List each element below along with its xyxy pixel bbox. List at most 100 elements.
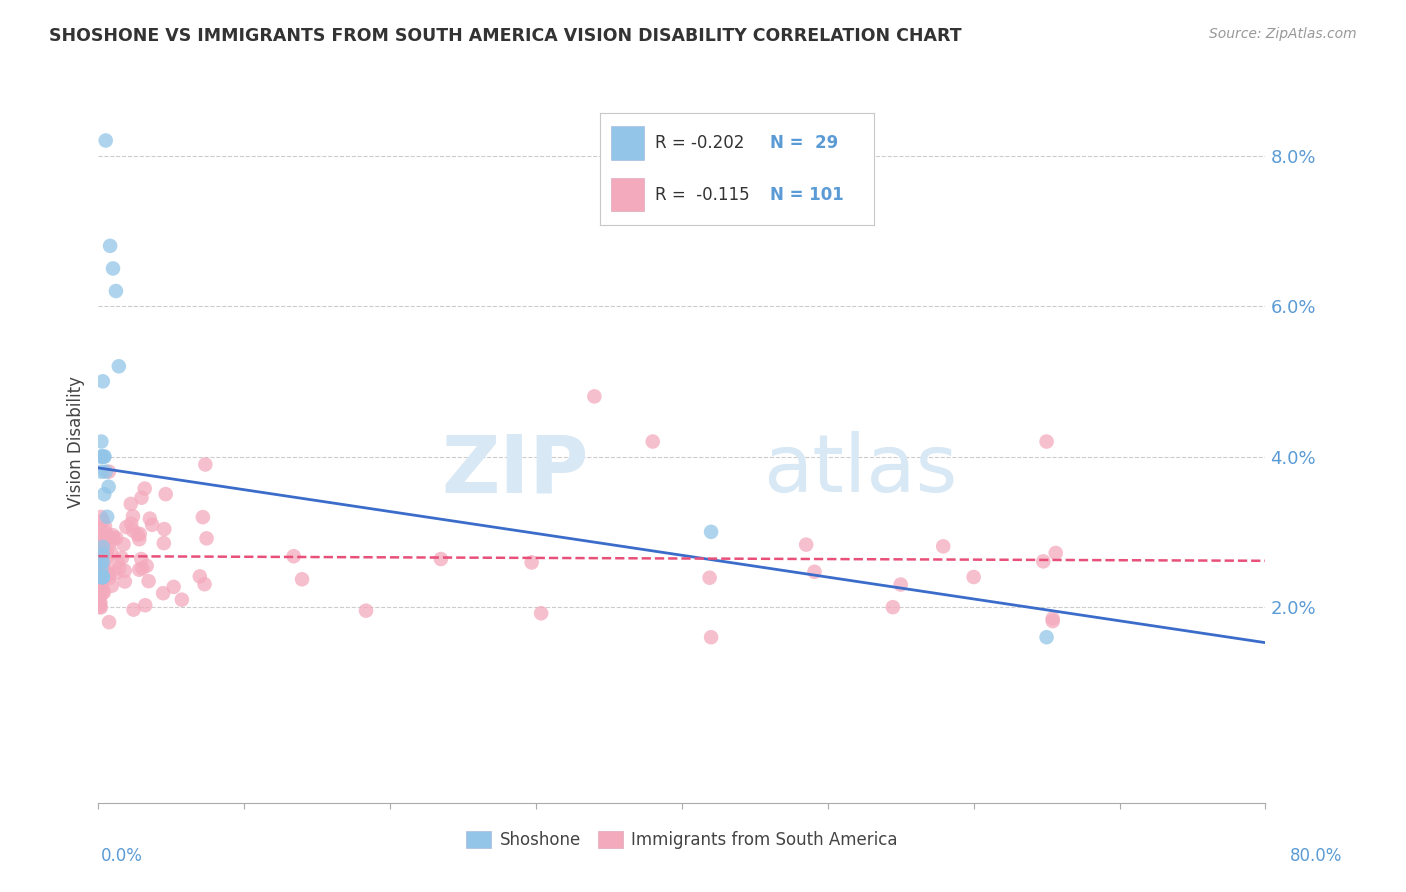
Point xyxy=(98,566,121,581)
Point xyxy=(291,572,314,586)
Point xyxy=(803,565,825,579)
Point xyxy=(152,586,174,600)
Point xyxy=(90,434,112,449)
Point xyxy=(91,570,114,584)
Point xyxy=(90,557,112,571)
Point xyxy=(89,599,111,614)
Text: 80.0%: 80.0% xyxy=(1291,847,1343,865)
Point xyxy=(96,549,118,564)
Point xyxy=(90,450,112,464)
Point xyxy=(94,533,117,547)
Point xyxy=(94,525,117,540)
Point xyxy=(128,533,150,547)
Point xyxy=(354,604,377,618)
Point xyxy=(1035,434,1057,449)
Point xyxy=(111,550,134,565)
Point xyxy=(193,577,215,591)
Point xyxy=(135,558,157,573)
Point xyxy=(90,465,112,479)
Y-axis label: Vision Disability: Vision Disability xyxy=(66,376,84,508)
Point xyxy=(93,585,115,599)
Point xyxy=(89,561,111,575)
Point xyxy=(101,261,124,276)
Point xyxy=(1042,611,1064,625)
Point xyxy=(430,552,453,566)
Point xyxy=(122,524,145,538)
Point xyxy=(97,465,120,479)
Point xyxy=(89,546,111,560)
Point xyxy=(93,450,115,464)
Point xyxy=(170,592,193,607)
Point xyxy=(1042,614,1064,628)
Point xyxy=(89,528,111,542)
Point xyxy=(89,540,111,554)
Point xyxy=(114,564,136,578)
Point xyxy=(153,536,176,550)
Point xyxy=(520,556,543,570)
Point xyxy=(98,615,121,630)
Text: Source: ZipAtlas.com: Source: ZipAtlas.com xyxy=(1209,27,1357,41)
Text: atlas: atlas xyxy=(763,432,957,509)
Point xyxy=(141,517,163,532)
Point xyxy=(90,547,112,561)
Point xyxy=(91,540,114,554)
Point xyxy=(127,528,149,542)
Point xyxy=(195,532,218,546)
Point xyxy=(90,574,112,588)
Point xyxy=(89,595,111,609)
Point xyxy=(90,570,112,584)
Point xyxy=(134,482,156,496)
Point xyxy=(188,569,211,583)
Point xyxy=(131,561,153,575)
Point xyxy=(122,509,145,524)
Point xyxy=(1035,630,1057,644)
Point xyxy=(283,549,305,564)
Point xyxy=(91,548,114,562)
Point xyxy=(91,570,114,584)
Point xyxy=(794,538,817,552)
Point xyxy=(583,389,606,403)
Point xyxy=(699,571,721,585)
Point xyxy=(530,607,553,621)
Point xyxy=(96,567,118,582)
Point xyxy=(98,571,121,585)
Point xyxy=(134,599,156,613)
Point xyxy=(122,602,145,616)
Point xyxy=(890,577,912,591)
Point xyxy=(700,630,723,644)
Point xyxy=(700,524,723,539)
Point xyxy=(96,545,118,559)
Point xyxy=(962,570,984,584)
Point xyxy=(101,528,124,542)
Point xyxy=(163,580,186,594)
Point xyxy=(93,558,115,572)
Point xyxy=(153,522,176,536)
Point xyxy=(91,571,114,585)
Point xyxy=(194,458,217,472)
Point xyxy=(98,239,121,253)
Point xyxy=(128,563,150,577)
Point xyxy=(1045,546,1067,560)
Point xyxy=(91,374,114,388)
Point xyxy=(93,450,115,464)
Point xyxy=(131,491,153,505)
Point xyxy=(103,532,125,546)
Point xyxy=(94,519,117,533)
Point xyxy=(91,582,114,596)
Point xyxy=(91,570,114,584)
Point xyxy=(98,530,121,544)
Point xyxy=(89,589,111,603)
Point xyxy=(114,574,136,589)
Legend: Shoshone, Immigrants from South America: Shoshone, Immigrants from South America xyxy=(460,824,904,856)
Text: 0.0%: 0.0% xyxy=(101,847,143,865)
Point xyxy=(91,570,114,584)
Point xyxy=(90,600,112,615)
Point xyxy=(107,554,129,568)
Point xyxy=(90,570,112,584)
Point xyxy=(882,600,904,615)
Point xyxy=(139,511,162,525)
Point xyxy=(94,465,117,479)
Point xyxy=(108,359,131,374)
Text: SHOSHONE VS IMMIGRANTS FROM SOUTH AMERICA VISION DISABILITY CORRELATION CHART: SHOSHONE VS IMMIGRANTS FROM SOUTH AMERIC… xyxy=(49,27,962,45)
Point xyxy=(91,586,114,600)
